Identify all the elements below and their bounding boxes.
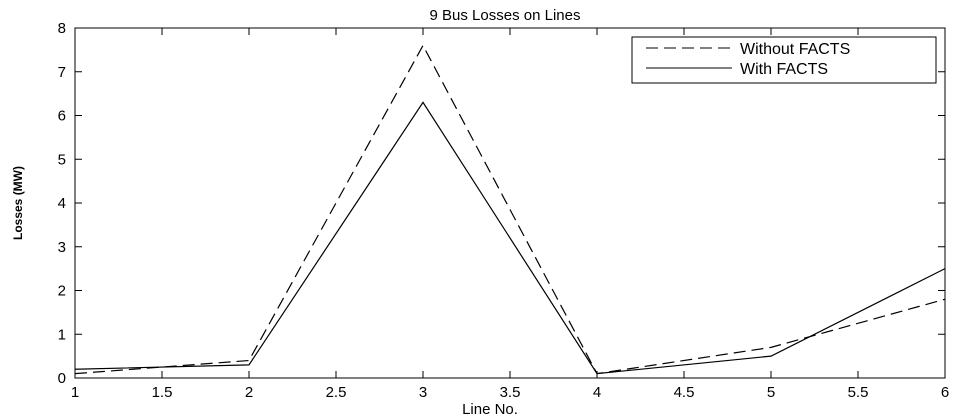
series-line-with-facts: [74, 101, 946, 375]
series-lines: [74, 44, 946, 375]
x-axis-label: Line No.: [462, 401, 518, 418]
series-line-without-facts: [74, 44, 946, 375]
legend-box: [631, 36, 937, 84]
y-tick-label: 2: [58, 283, 66, 300]
x-tick-label: 1.5: [152, 384, 173, 401]
legend: Without FACTS With FACTS: [631, 36, 937, 84]
y-tick-label: 0: [58, 370, 66, 387]
chart-title: 9 Bus Losses on Lines: [430, 7, 581, 24]
x-tick-label: 5: [767, 384, 775, 401]
y-tick-label: 8: [58, 20, 66, 37]
y-tick-label: 3: [58, 239, 66, 256]
x-tick-label: 6: [941, 384, 949, 401]
x-tick-label: 3: [419, 384, 427, 401]
x-tick-label: 5.5: [848, 384, 869, 401]
y-tick-label: 5: [58, 151, 66, 168]
x-tick-label: 2.5: [326, 384, 347, 401]
y-tick-label: 1: [58, 326, 66, 343]
x-tick-label: 3.5: [500, 384, 521, 401]
x-tick-label: 1: [71, 384, 79, 401]
y-axis-label: Losses (MW): [11, 166, 25, 240]
plot-area: [74, 27, 946, 379]
y-tick-label: 7: [58, 64, 66, 81]
y-tick-label: 6: [58, 108, 66, 125]
x-tick-label: 4.5: [674, 384, 695, 401]
y-tick-label: 4: [58, 195, 66, 212]
legend-label-with-facts: With FACTS: [740, 61, 828, 78]
x-tick-label: 4: [593, 384, 601, 401]
legend-label-without-facts: Without FACTS: [740, 41, 850, 58]
x-tick-label: 2: [245, 384, 253, 401]
